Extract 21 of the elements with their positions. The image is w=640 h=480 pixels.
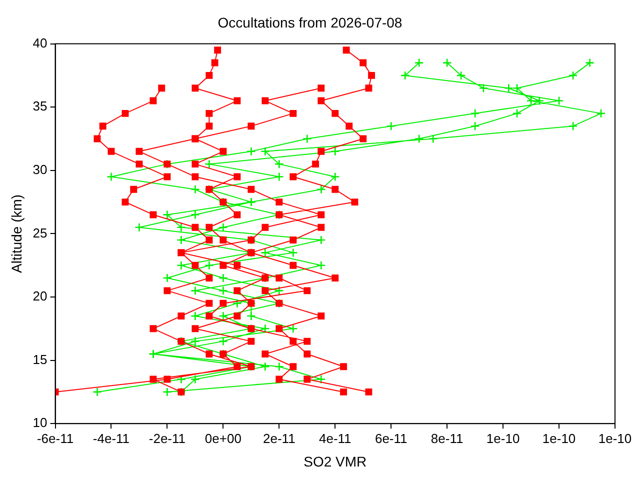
x-tick-label: -2e-11	[148, 430, 186, 446]
x-tick-label: 8e-11	[430, 430, 464, 446]
x-tick-label: 1e-10	[486, 430, 520, 446]
x-axis-title: SO2 VMR	[304, 453, 367, 470]
y-tick-label: 10	[32, 415, 48, 430]
x-tick-label: 2e-11	[263, 430, 296, 446]
x-tick-label: 1e-10	[542, 430, 576, 446]
chart-title: Occultations from 2026-07-08	[218, 14, 402, 30]
y-tick-label: 35	[32, 98, 48, 114]
y-tick-label: 15	[32, 352, 48, 367]
y-tick-label: 25	[32, 225, 48, 240]
x-tick-label: -4e-11	[92, 430, 130, 446]
x-tick-label: 0e+00	[204, 430, 242, 446]
x-tick-label: 6e-11	[374, 430, 408, 446]
x-tick-label: 4e-11	[318, 430, 352, 446]
y-tick-label: 20	[32, 288, 48, 304]
y-tick-label: 30	[32, 162, 48, 177]
y-tick-label: 40	[32, 35, 48, 50]
x-tick-label: 1e-10	[598, 430, 632, 446]
y-axis-title: Altitude (km)	[8, 194, 24, 273]
x-tick-label: -6e-11	[36, 430, 74, 446]
